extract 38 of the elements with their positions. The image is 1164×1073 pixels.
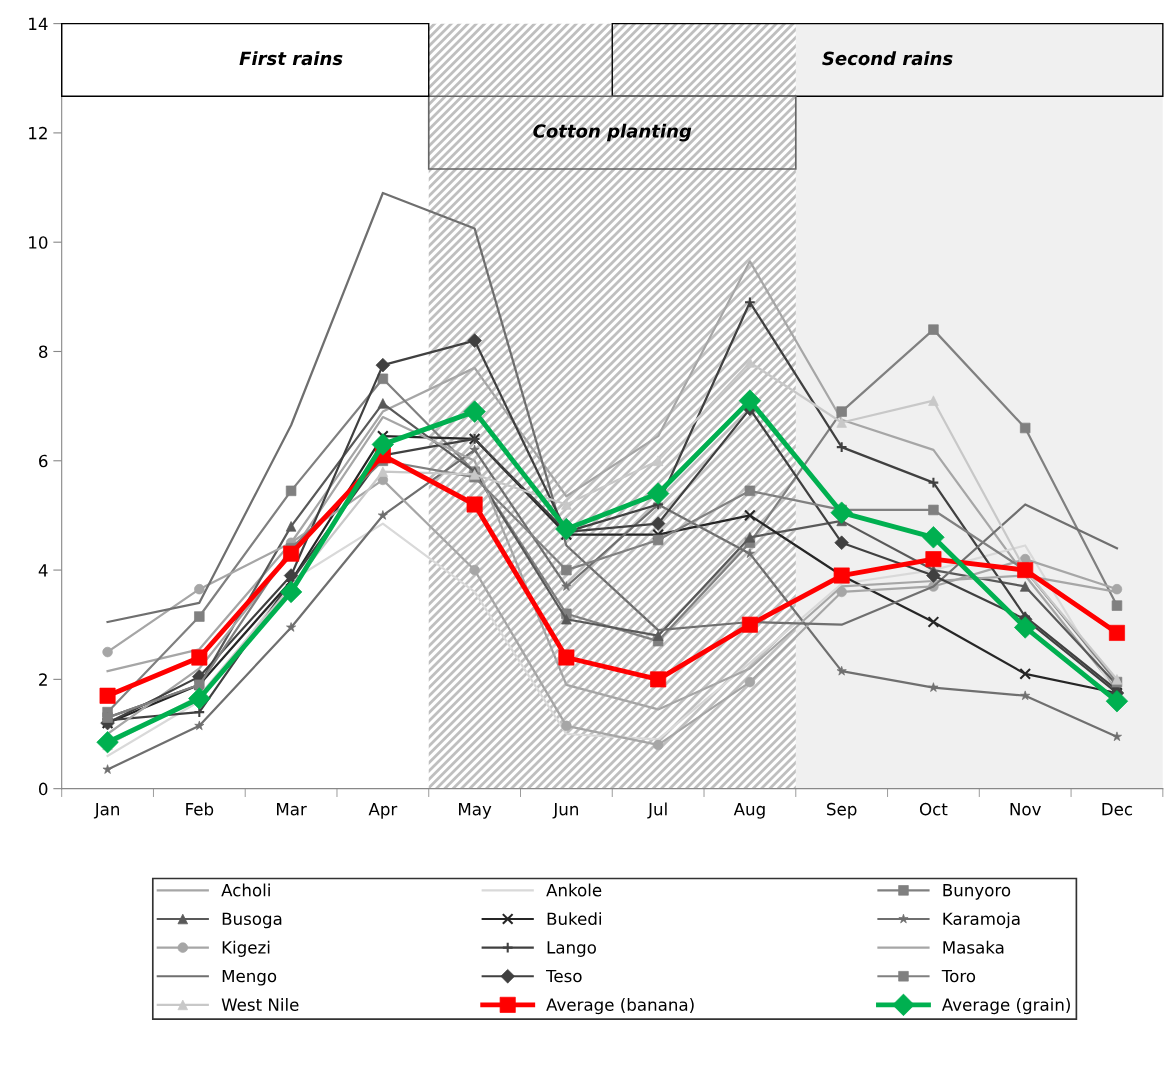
y-tick-label: 8 xyxy=(39,345,48,359)
band-label: Cotton planting xyxy=(533,123,692,142)
x-tick-label: Jan xyxy=(93,803,119,819)
annotation: First rains xyxy=(239,51,343,66)
legend-label: Masaka xyxy=(943,940,1004,954)
legend-label: Mengo xyxy=(222,969,277,986)
x-tick-label: Aug xyxy=(733,803,765,819)
x-tick-label: Nov xyxy=(1010,803,1041,816)
band-label: Second rains xyxy=(822,51,953,66)
legend-label: Average (banana) xyxy=(546,998,694,1015)
y-tick-label: 6 xyxy=(39,454,48,468)
x-tick-label: Mar xyxy=(277,803,307,816)
legend-label: Busoga xyxy=(222,912,282,929)
y-tick-label: 0 xyxy=(38,782,48,796)
x-tick-label: May xyxy=(459,803,492,819)
legend-label: Toro xyxy=(941,969,976,983)
legend-label: Teso xyxy=(546,969,582,983)
legend-label: West Nile xyxy=(221,998,299,1011)
x-tick-label: Feb xyxy=(186,802,214,816)
x-tick-label: Oct xyxy=(919,802,948,816)
y-tick-label: 14 xyxy=(29,17,48,30)
legend-label: Lango xyxy=(547,941,596,957)
x-tick-label: Jul xyxy=(647,802,667,819)
legend-label: Bunyoro xyxy=(943,884,1011,900)
y-tick-label: 4 xyxy=(38,564,48,577)
y-tick-label: 10 xyxy=(29,236,48,249)
x-tick-label: Apr xyxy=(368,803,398,819)
legend-label: Karamoja xyxy=(943,912,1020,929)
x-tick-label: Jun xyxy=(552,803,578,819)
y-tick-label: 12 xyxy=(29,126,47,140)
x-tick-label: Dec xyxy=(1102,803,1133,816)
y-tick-label: 2 xyxy=(39,673,47,686)
legend-label: Average (grain) xyxy=(941,998,1070,1015)
legend-label: Bukedi xyxy=(547,912,601,926)
x-tick-label: Sep xyxy=(827,802,857,819)
legend-label: Acholi xyxy=(221,883,270,897)
legend-label: Ankole xyxy=(546,883,602,897)
legend-label: Kigezi xyxy=(222,940,270,957)
